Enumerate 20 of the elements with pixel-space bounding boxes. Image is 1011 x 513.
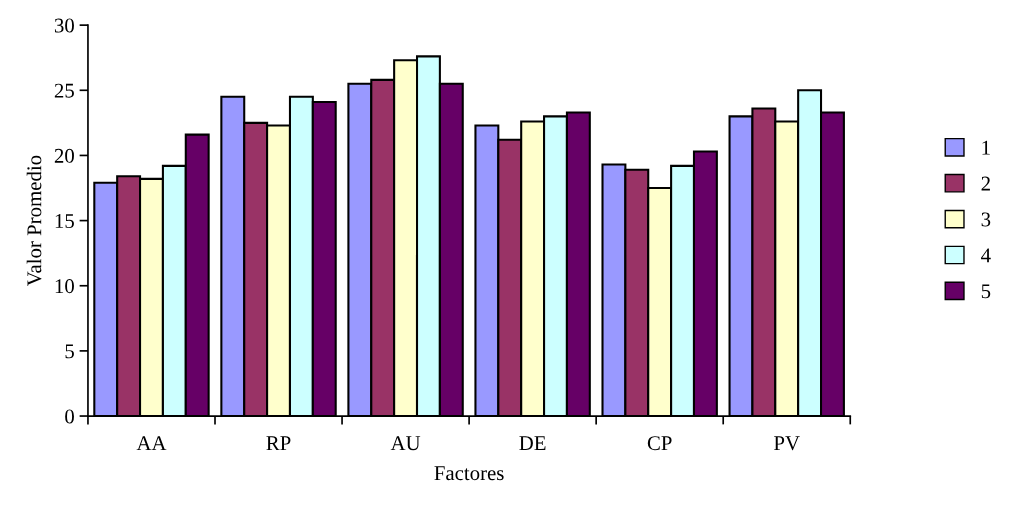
legend-label: 5 xyxy=(981,284,991,299)
x-tick-label: CP xyxy=(647,436,672,451)
x-tick-label: DE xyxy=(519,436,546,450)
x-tick-label: PV xyxy=(774,436,800,451)
legend-label: 3 xyxy=(981,212,991,227)
y-tick-label: 15 xyxy=(55,214,74,229)
x-tick-label: AA xyxy=(136,436,167,450)
y-tick-label: 10 xyxy=(55,279,74,294)
legend-label: 1 xyxy=(982,140,990,155)
legend-label: 4 xyxy=(981,248,991,263)
y-tick-label: 0 xyxy=(65,409,74,424)
x-tick-label: RP xyxy=(266,436,291,450)
y-tick-label: 30 xyxy=(54,18,74,33)
x-tick-label: AU xyxy=(390,436,421,451)
y-tick-label: 25 xyxy=(54,83,74,98)
y-tick-label: 5 xyxy=(65,344,74,359)
y-tick-label: 20 xyxy=(54,148,74,163)
legend-label: 2 xyxy=(981,176,990,191)
x-axis-title: Factores xyxy=(434,466,504,481)
y-axis-title: Valor Promedio xyxy=(26,155,42,287)
